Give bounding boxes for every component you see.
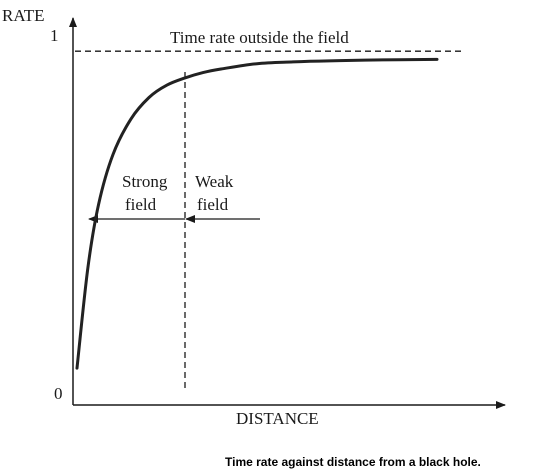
figure-caption: Time rate against distance from a black …: [225, 455, 481, 469]
asymptote-label: Time rate outside the field: [170, 28, 349, 47]
y-tick-label-1: 1: [50, 26, 59, 45]
time-rate-chart: RATE 1 0 DISTANCE Time rate outside the …: [2, 6, 506, 428]
series-line-rate: [75, 57, 439, 370]
strong-field-label-line1: Strong: [122, 172, 168, 191]
strong-field-label-line2: field: [125, 195, 157, 214]
y-axis-label: RATE: [2, 6, 45, 25]
y-tick-label-0: 0: [54, 384, 63, 403]
weak-field-label-line2: field: [197, 195, 229, 214]
x-axis-label: DISTANCE: [236, 409, 319, 428]
weak-field-label-line1: Weak: [195, 172, 234, 191]
